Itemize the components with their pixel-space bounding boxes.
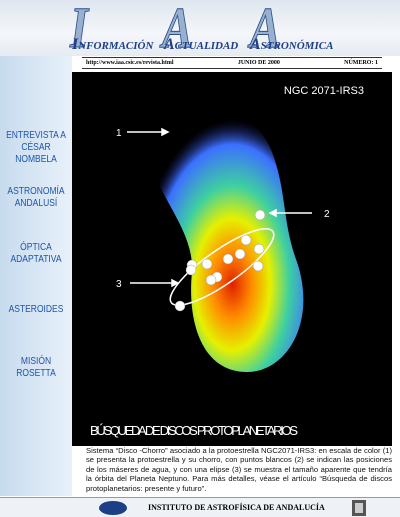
info-bar: http://www.iaa.csic.es/revista.html JUNI…: [82, 57, 382, 69]
callout-label: 3: [116, 279, 122, 290]
logo-word: NFORMACIÓN: [78, 40, 154, 52]
logo-initial: I: [72, 36, 79, 53]
caption: Sistema “Disco -Chorro” asociado a la pr…: [86, 446, 392, 493]
section-link[interactable]: ÓPTICA ADAPTATIVA: [10, 242, 62, 265]
logo-initial: I: [70, 0, 89, 61]
section-link[interactable]: ASTRONOMÍA ANDALUSÍ: [7, 186, 65, 209]
date: JUNIO DE 2000: [237, 60, 280, 66]
logo-initial: A: [250, 36, 261, 53]
callout-label: 1: [116, 128, 122, 139]
qr-icon: [352, 500, 366, 516]
issue-number: NÚMERO: 1: [344, 60, 378, 66]
header: I A A INFORMACIÓN ACTUALIDAD ASTRONÓMICA: [0, 0, 400, 61]
cover-image: NGC 2071-IRS3 1 2 3 BÚSQUEDA DE DISCOS P…: [72, 72, 392, 446]
url: http://www.iaa.csic.es/revista.html: [86, 60, 174, 66]
logo-initial: A: [250, 0, 282, 61]
section-link[interactable]: ASTEROIDES: [8, 304, 64, 315]
headline: BÚSQUEDA DE DISCOS PROTOPLANETARIOS: [90, 423, 298, 438]
callout-label: 2: [324, 209, 330, 220]
section-link[interactable]: MISIÓN ROSETTA: [16, 356, 56, 379]
logo-initial: A: [162, 0, 194, 61]
object-name: NGC 2071-IRS3: [284, 85, 364, 97]
logo-word: STRONÓMICA: [260, 40, 334, 52]
institute-name: INSTITUTO DE ASTROFÍSICA DE ANDALUCÍA: [148, 503, 325, 512]
footer: INSTITUTO DE ASTROFÍSICA DE ANDALUCÍA: [0, 497, 400, 517]
institute-logo: [99, 501, 127, 515]
section-link[interactable]: ENTREVISTA A CÉSAR NOMBELA: [6, 130, 66, 165]
sidebar: ENTREVISTA A CÉSAR NOMBELA ASTRONOMÍA AN…: [0, 56, 72, 496]
logo-word: CTUALIDAD: [174, 40, 239, 52]
logo-initial: A: [164, 36, 175, 53]
